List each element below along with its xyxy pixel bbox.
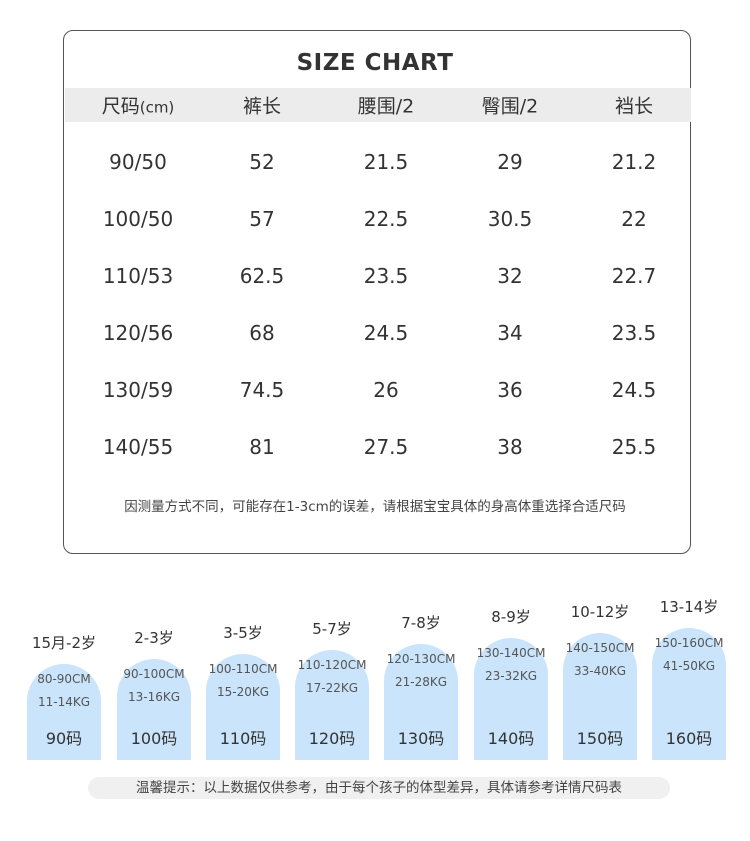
- height-range: 120-130CM: [386, 652, 456, 666]
- table-header-cell: 尺码(cm): [73, 92, 203, 119]
- table-header-label: 尺码: [101, 95, 140, 118]
- size-code: 120码: [308, 729, 356, 748]
- age-label: 10-12岁: [570, 603, 630, 621]
- table-header-label: 腰围/2: [357, 95, 415, 118]
- height-range: 100-110CM: [208, 662, 278, 676]
- weight-range: 15-20KG: [216, 685, 270, 699]
- table-cell: 130/59: [102, 378, 174, 402]
- table-header-bar: [65, 88, 691, 122]
- measurement-note: 因测量方式不同，可能存在1-3cm的误差，请根据宝宝具体的身高体重选择合适尺码: [124, 499, 626, 515]
- table-cell: 24.5: [363, 321, 409, 345]
- table-cell: 36: [497, 378, 523, 402]
- table-header-label: 臀围/2: [481, 95, 539, 118]
- size-code: 110码: [219, 729, 267, 748]
- height-range: 140-150CM: [565, 641, 635, 655]
- height-range: 150-160CM: [654, 636, 724, 650]
- table-cell: 90/50: [109, 150, 167, 174]
- table-cell: 22.5: [363, 207, 409, 231]
- table-cell: 21.2: [611, 150, 657, 174]
- size-tab: 120-130CM 21-28KG 130码: [384, 644, 458, 760]
- size-guide-item: 5-7岁 110-120CM 17-22KG 120码: [295, 616, 369, 760]
- table-cell: 29: [497, 150, 523, 174]
- size-guide-item: 13-14岁 150-160CM 41-50KG 160码: [652, 594, 726, 760]
- table-cell: 62.5: [239, 264, 285, 288]
- size-guide-item: 10-12岁 140-150CM 33-40KG 150码: [563, 599, 637, 760]
- table-cell: 68: [249, 321, 275, 345]
- age-label: 13-14岁: [659, 598, 719, 616]
- size-code: 160码: [665, 729, 713, 748]
- table-cell: 23.5: [363, 264, 409, 288]
- table-header-cell: 腰围/2: [321, 92, 451, 119]
- age-label: 7-8岁: [401, 614, 441, 632]
- size-code: 90码: [45, 729, 83, 748]
- size-code: 100码: [130, 729, 178, 748]
- size-tab: 100-110CM 15-20KG 110码: [206, 654, 280, 760]
- size-chart-card: [63, 30, 691, 554]
- age-label: 5-7岁: [312, 620, 352, 638]
- table-header-unit: (cm): [139, 98, 175, 117]
- table-cell: 21.5: [363, 150, 409, 174]
- table-cell: 30.5: [487, 207, 533, 231]
- table-cell: 25.5: [611, 435, 657, 459]
- table-header-label: 裤长: [242, 95, 281, 118]
- table-cell: 34: [497, 321, 523, 345]
- weight-range: 17-22KG: [305, 681, 359, 695]
- size-guide-item: 8-9岁 130-140CM 23-32KG 140码: [474, 604, 548, 760]
- size-tab: 80-90CM 11-14KG 90码: [27, 664, 101, 760]
- weight-range: 11-14KG: [37, 695, 91, 709]
- size-chart-title: SIZE CHART: [296, 50, 454, 76]
- age-label: 3-5岁: [223, 624, 263, 642]
- size-guide-item: 15月-2岁 80-90CM 11-14KG 90码: [27, 630, 101, 760]
- reference-tip: 温馨提示：以上数据仅供参考，由于每个孩子的体型差异，具体请参考详情尺码表: [88, 777, 670, 799]
- height-range: 90-100CM: [123, 667, 185, 681]
- age-label: 8-9岁: [491, 608, 531, 626]
- weight-range: 21-28KG: [394, 675, 448, 689]
- weight-range: 33-40KG: [573, 664, 627, 678]
- weight-range: 13-16KG: [127, 690, 181, 704]
- table-cell: 140/55: [102, 435, 174, 459]
- table-header-cell: 裆长: [569, 92, 699, 119]
- size-tab: 150-160CM 41-50KG 160码: [652, 628, 726, 760]
- size-guide-item: 3-5岁 100-110CM 15-20KG 110码: [206, 620, 280, 760]
- table-cell: 26: [373, 378, 399, 402]
- size-tab: 110-120CM 17-22KG 120码: [295, 650, 369, 760]
- table-cell: 100/50: [102, 207, 174, 231]
- table-cell: 74.5: [239, 378, 285, 402]
- table-cell: 52: [249, 150, 275, 174]
- weight-range: 41-50KG: [662, 659, 716, 673]
- size-guide-item: 2-3岁 90-100CM 13-16KG 100码: [117, 625, 191, 760]
- height-range: 130-140CM: [476, 646, 546, 660]
- age-label: 2-3岁: [134, 629, 174, 647]
- age-label: 15月-2岁: [31, 634, 97, 652]
- height-range: 80-90CM: [37, 672, 91, 686]
- table-cell: 110/53: [102, 264, 174, 288]
- size-code: 140码: [487, 729, 535, 748]
- table-cell: 27.5: [363, 435, 409, 459]
- table-cell: 23.5: [611, 321, 657, 345]
- table-cell: 22: [621, 207, 647, 231]
- table-header-cell: 臀围/2: [445, 92, 575, 119]
- size-code: 130码: [397, 729, 445, 748]
- table-cell: 24.5: [611, 378, 657, 402]
- table-header-cell: 裤长: [197, 92, 327, 119]
- size-code: 150码: [576, 729, 624, 748]
- table-cell: 81: [249, 435, 275, 459]
- table-cell: 57: [249, 207, 275, 231]
- size-tab: 130-140CM 23-32KG 140码: [474, 638, 548, 760]
- table-cell: 32: [497, 264, 523, 288]
- size-tab: 90-100CM 13-16KG 100码: [117, 659, 191, 760]
- height-range: 110-120CM: [297, 658, 367, 672]
- weight-range: 23-32KG: [484, 669, 538, 683]
- table-header-label: 裆长: [614, 95, 653, 118]
- size-tab: 140-150CM 33-40KG 150码: [563, 633, 637, 760]
- table-cell: 22.7: [611, 264, 657, 288]
- size-guide-item: 7-8岁 120-130CM 21-28KG 130码: [384, 610, 458, 760]
- table-cell: 120/56: [102, 321, 174, 345]
- table-cell: 38: [497, 435, 523, 459]
